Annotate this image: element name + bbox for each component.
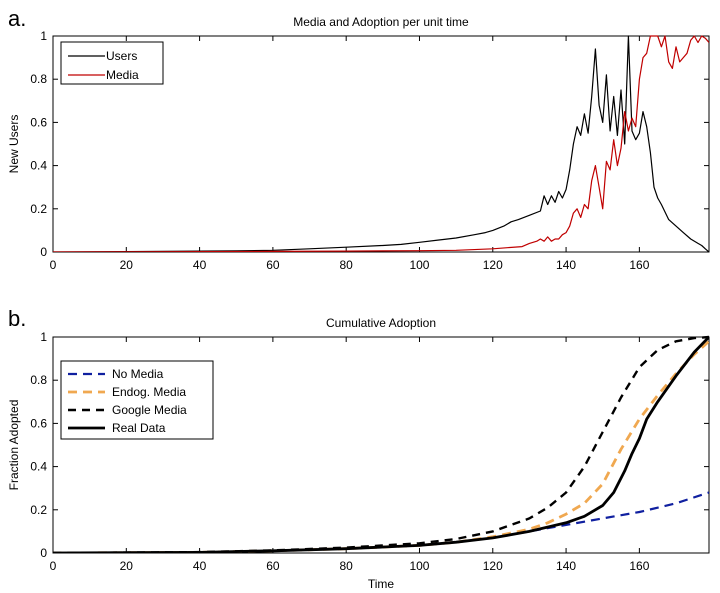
x-tick-label: 80 <box>340 559 354 573</box>
y-tick-label: 0 <box>40 245 47 259</box>
x-tick-label: 140 <box>556 559 576 573</box>
y-tick-label: 0.4 <box>30 159 47 173</box>
y-tick-label: 0.2 <box>30 503 47 517</box>
x-tick-label: 60 <box>266 258 280 272</box>
y-axis-label: New Users <box>7 115 21 174</box>
x-tick-label: 0 <box>50 559 57 573</box>
chart-panel-a: a. Media and Adoption per unit time New Us… <box>7 6 710 272</box>
y-axis-label: Fraction Adopted <box>7 400 21 491</box>
x-tick-label: 0 <box>50 258 57 272</box>
legend-label: Users <box>106 49 137 63</box>
y-tick-label: 0 <box>40 546 47 560</box>
chart-panel-b: b. Cumulative Adoption Fraction Adopted Tim… <box>7 306 710 591</box>
x-tick-label: 160 <box>629 258 649 272</box>
legend-label: Media <box>106 68 139 82</box>
y-tick-label: 0.8 <box>30 72 47 86</box>
panel-label: b. <box>8 306 26 331</box>
y-tick-label: 0.4 <box>30 460 47 474</box>
x-tick-label: 20 <box>120 258 134 272</box>
x-tick-label: 160 <box>629 559 649 573</box>
x-tick-label: 60 <box>266 559 280 573</box>
y-tick-label: 0.2 <box>30 202 47 216</box>
chart-title: Cumulative Adoption <box>326 316 436 330</box>
y-tick-label: 0.8 <box>30 373 47 387</box>
legend: No Media Endog. Media Google Media Real Dat… <box>60 360 214 440</box>
series-line-no-media <box>53 491 709 553</box>
legend-label: No Media <box>112 367 164 381</box>
series-line-real-data <box>53 336 709 553</box>
x-tick-label: 40 <box>193 559 207 573</box>
plot-frame <box>52 35 710 253</box>
chart-title: Media and Adoption per unit time <box>293 15 469 29</box>
series-line-users <box>53 35 709 252</box>
panel-label: a. <box>8 6 26 31</box>
y-tick-label: 1 <box>40 330 47 344</box>
x-tick-label: 80 <box>340 258 354 272</box>
x-tick-label: 100 <box>409 258 429 272</box>
y-tick-label: 0.6 <box>30 416 47 430</box>
legend: Users Media <box>60 41 164 85</box>
x-tick-label: 40 <box>193 258 207 272</box>
x-tick-label: 140 <box>556 258 576 272</box>
x-tick-label: 100 <box>409 559 429 573</box>
legend-label: Real Data <box>112 421 166 435</box>
x-tick-label: 20 <box>120 559 134 573</box>
legend-box <box>60 41 164 85</box>
x-tick-label: 120 <box>483 258 503 272</box>
x-axis-label: Time <box>368 577 395 591</box>
y-tick-label: 1 <box>40 29 47 43</box>
x-tick-label: 120 <box>483 559 503 573</box>
y-tick-label: 0.6 <box>30 115 47 129</box>
series-line-media <box>53 35 709 252</box>
legend-label: Endog. Media <box>112 385 186 399</box>
plot-frame <box>52 336 710 554</box>
legend-label: Google Media <box>112 403 187 417</box>
